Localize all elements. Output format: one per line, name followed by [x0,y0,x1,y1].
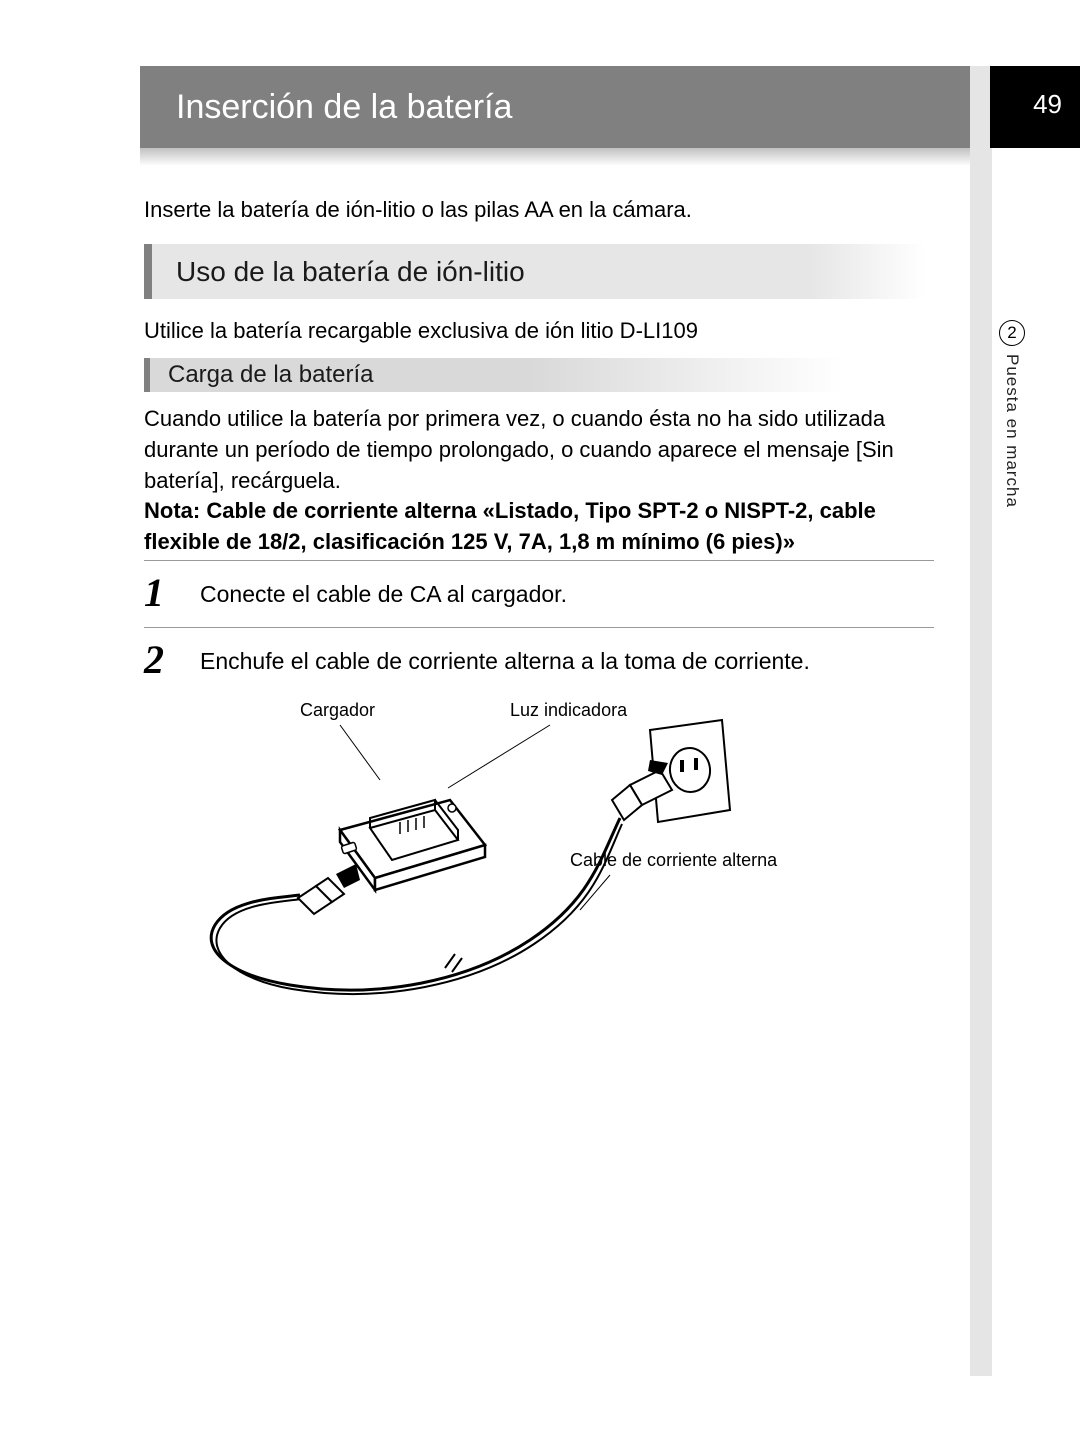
diagram-label-cable: Cable de corriente alterna [570,850,777,871]
note-text: Nota: Cable de corriente alterna «Listad… [144,498,876,554]
chapter-tab: 2 Puesta en marcha [1000,320,1024,508]
section-header: Uso de la batería de ión-litio [144,244,926,299]
page-number: 49 [1033,89,1062,120]
page-number-box: 49 [990,66,1080,148]
diagram-svg [190,700,890,1030]
step-row: 1Conecte el cable de CA al cargador. [144,560,934,627]
diagram-label-charger: Cargador [300,700,375,721]
chapter-number-badge: 2 [999,320,1025,346]
section-title: Uso de la batería de ión-litio [176,256,525,288]
step-number: 2 [144,640,200,680]
manual-page: 49 Inserción de la batería Inserte la ba… [0,0,1080,1435]
steps-list: 1Conecte el cable de CA al cargador.2Enc… [144,560,934,694]
diagram-label-indicator: Luz indicadora [510,700,627,721]
title-shadow [140,148,970,166]
paragraph-text: Cuando utilice la batería por primera ve… [144,406,894,493]
step-row: 2Enchufe el cable de corriente alterna a… [144,627,934,694]
subsection-title: Carga de la batería [168,361,373,389]
side-gray-strip [970,66,992,1376]
chapter-title-vertical: Puesta en marcha [1002,354,1022,508]
charger-diagram: Cargador Luz indicadora Cable de corrien… [190,700,890,1030]
page-title: Inserción de la batería [176,88,512,127]
section-intro: Utilice la batería recargable exclusiva … [144,316,924,346]
page-title-bar: Inserción de la batería [140,66,970,148]
subsection-header: Carga de la batería [144,358,844,392]
step-text: Enchufe el cable de corriente alterna a … [200,640,934,675]
step-text: Conecte el cable de CA al cargador. [200,573,934,608]
chapter-number: 2 [1007,323,1016,343]
intro-text: Inserte la batería de ión-litio o las pi… [144,195,924,225]
step-number: 1 [144,573,200,613]
paragraph-block: Cuando utilice la batería por primera ve… [144,404,934,558]
